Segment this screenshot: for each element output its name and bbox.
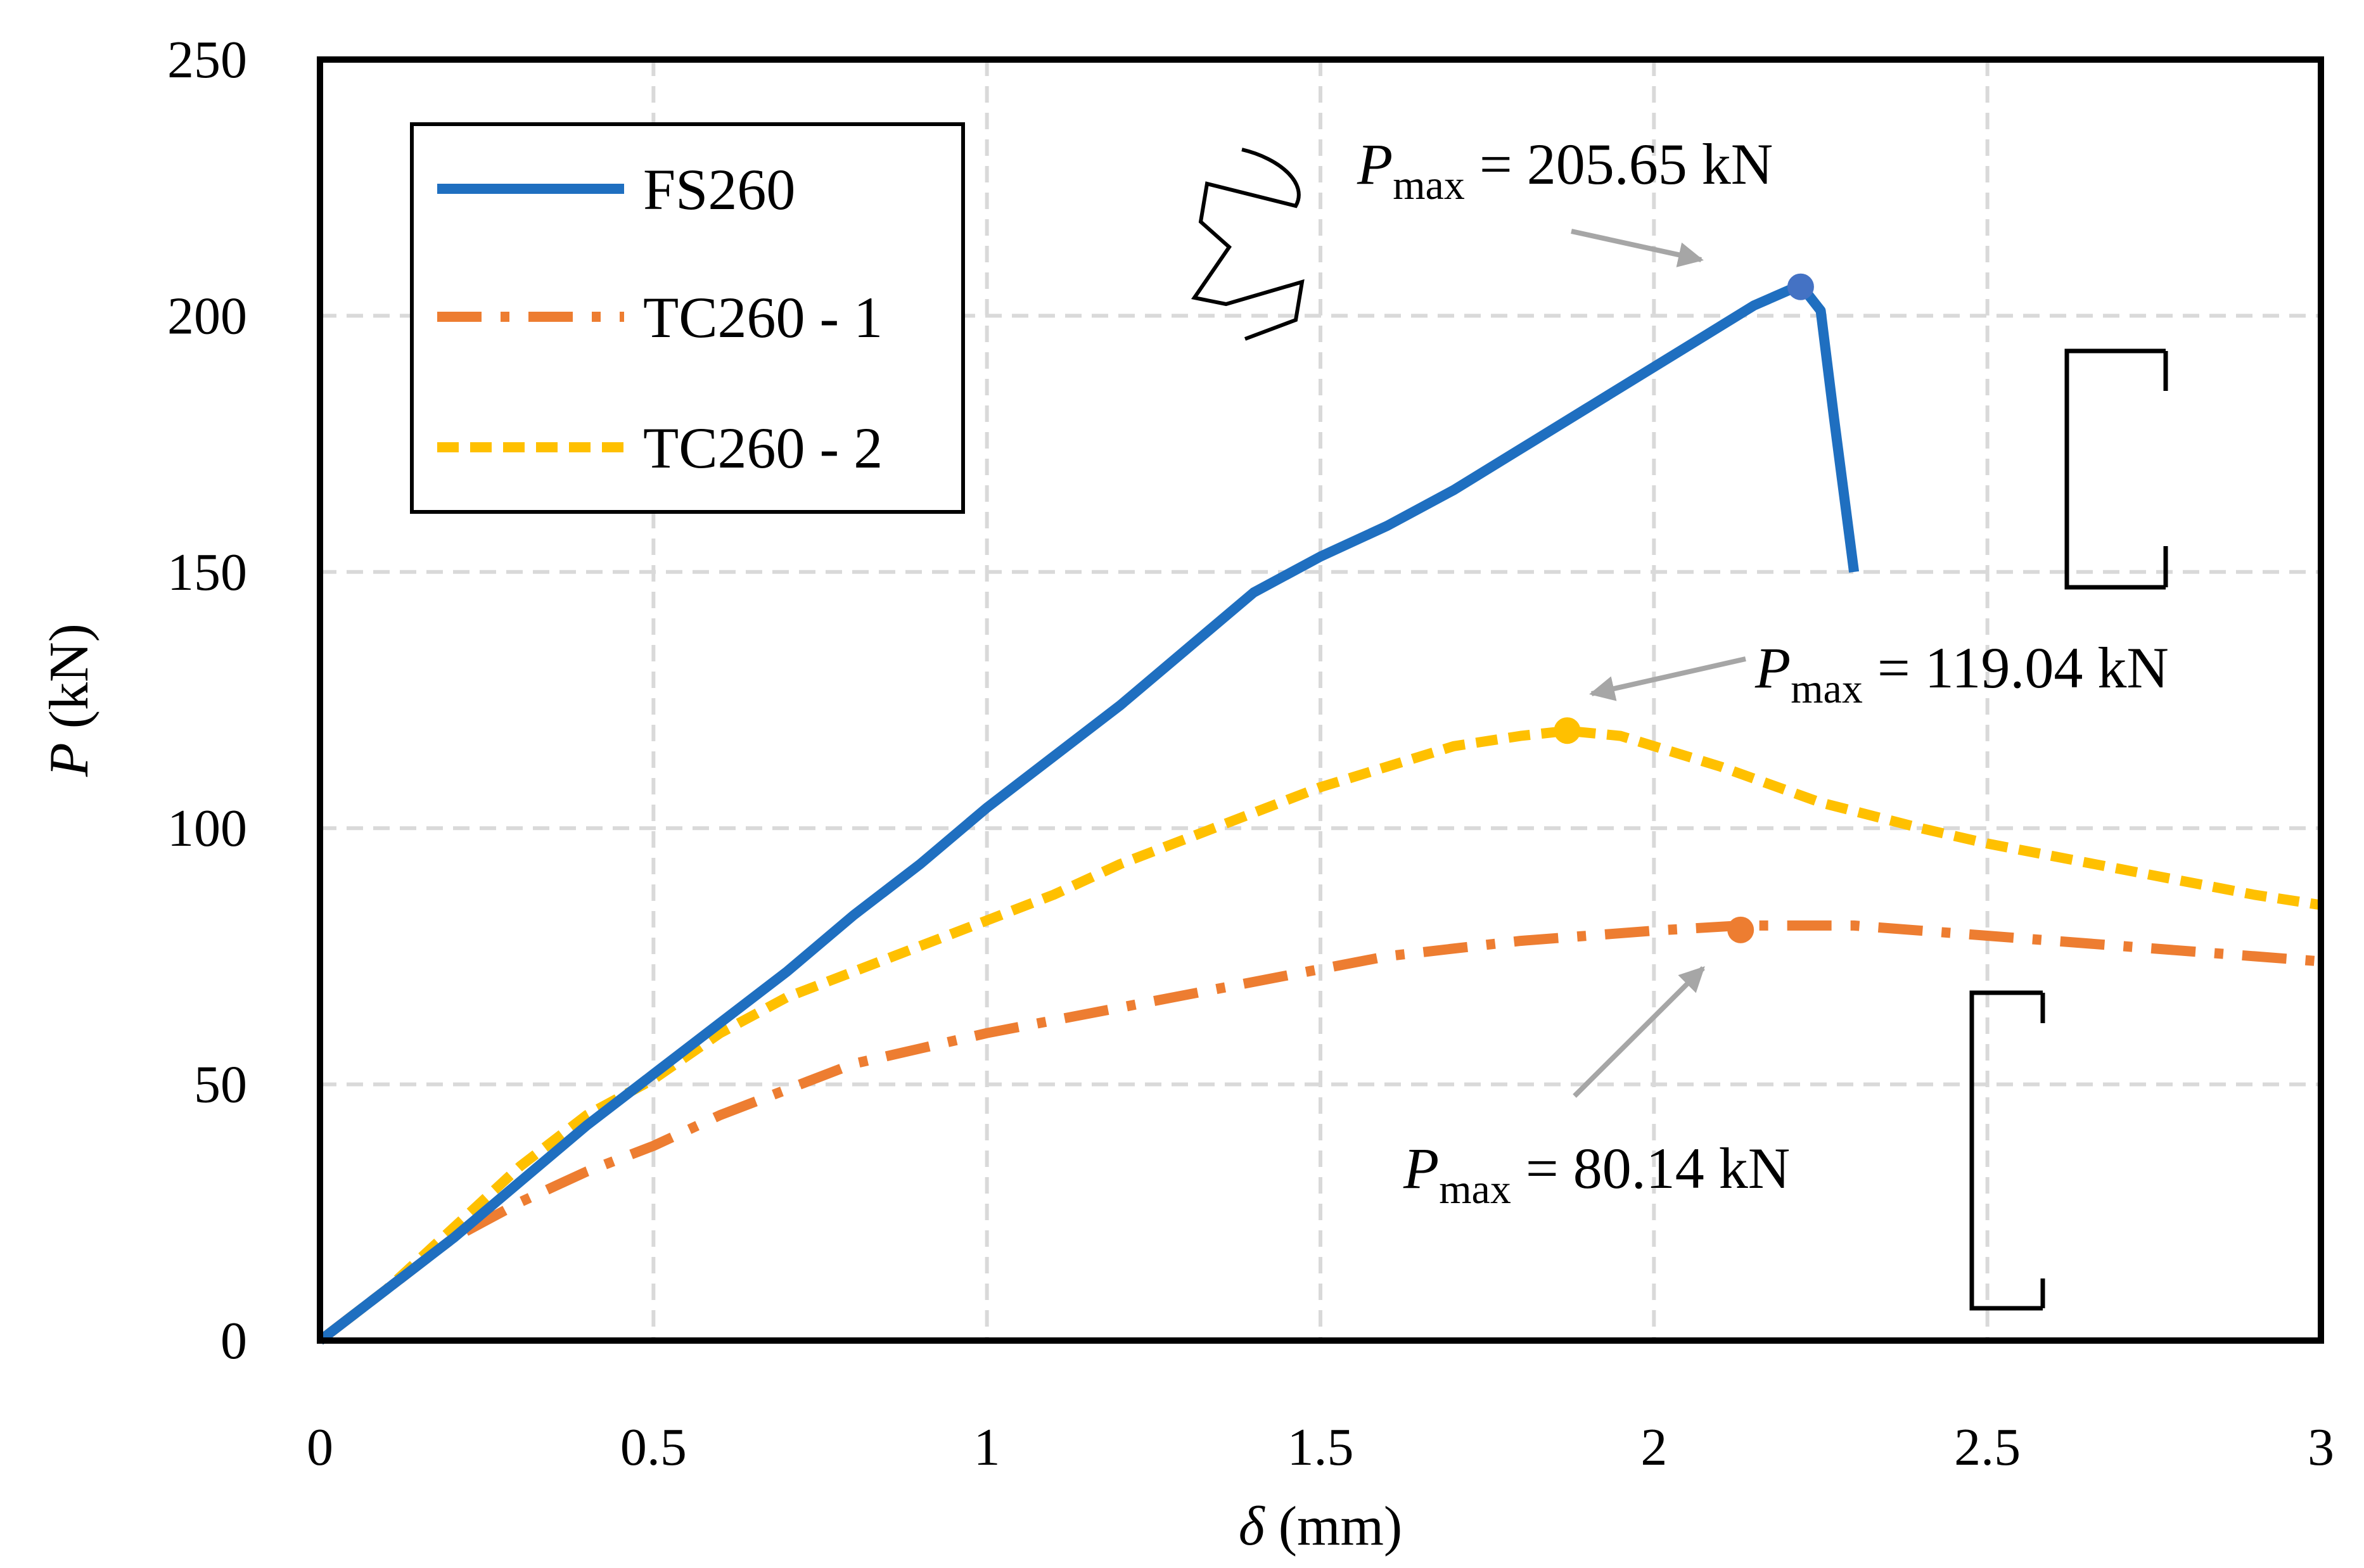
- x-tick-labels: 0 0.5 1 1.5 2 2.5 3: [307, 1418, 2334, 1477]
- x-tick-label-5: 2.5: [1954, 1418, 2021, 1477]
- annotation-fs260-value: = 205.65 kN: [1465, 132, 1773, 196]
- curved-section-sketch: [1191, 148, 1305, 341]
- legend: FS260 TC260 - 1 TC260 - 2: [410, 122, 965, 514]
- y-axis-unit: (kN): [39, 623, 100, 743]
- x-tick-label-3: 1.5: [1287, 1418, 1354, 1477]
- arrow-fs260-peak: [1571, 229, 1704, 267]
- legend-label-tc260-2: TC260 - 2: [643, 416, 883, 480]
- arrow-tc260-2-peak: [1589, 656, 1746, 701]
- x-axis-title: δ (mm): [1239, 1496, 1402, 1557]
- plot-frame: [317, 56, 2324, 1344]
- peak-markers: [1554, 273, 1814, 943]
- annotation-tc260-1-pmax: Pmax = 80.14 kN: [1403, 1136, 1790, 1213]
- grid: [320, 60, 2321, 1341]
- series-layer: [317, 279, 2322, 1345]
- peak-marker-fs260: [1787, 273, 1814, 300]
- annotation-tc260-1-symbol: P: [1403, 1136, 1439, 1201]
- annotation-tc260-1-sub: max: [1439, 1166, 1511, 1213]
- x-tick-label-2: 1: [974, 1418, 1000, 1477]
- x-tick-label-0: 0: [307, 1418, 333, 1477]
- series-line-fs260: [317, 279, 1860, 1345]
- y-tick-label-1: 50: [194, 1055, 247, 1114]
- peak-marker-tc260-2: [1554, 717, 1581, 744]
- y-tick-label-5: 250: [167, 30, 247, 89]
- annotation-tc260-2-sub: max: [1791, 666, 1863, 712]
- annotation-tc260-2-pmax: Pmax = 119.04 kN: [1754, 635, 2169, 712]
- legend-label-fs260: FS260: [643, 157, 795, 222]
- channel-section-sketch-lower: [1969, 990, 2045, 1311]
- legend-label-tc260-1: TC260 - 1: [643, 285, 883, 350]
- x-tick-label-4: 2: [1640, 1418, 1667, 1477]
- y-tick-label-3: 150: [167, 543, 247, 602]
- arrow-tc260-1-peak: [1573, 966, 1705, 1098]
- peak-marker-tc260-1: [1727, 916, 1754, 943]
- x-tick-label-1: 0.5: [620, 1418, 687, 1477]
- y-axis-title: P (kN): [39, 623, 100, 777]
- y-tick-label-0: 0: [220, 1311, 247, 1370]
- series-line-tc260-2: [317, 725, 2322, 1345]
- annotation-tc260-2-symbol: P: [1754, 635, 1791, 700]
- y-tick-label-4: 200: [167, 286, 247, 345]
- y-tick-labels: 0 50 100 150 200 250: [167, 30, 247, 1370]
- y-axis-symbol: P: [39, 743, 100, 777]
- y-tick-label-2: 100: [167, 799, 247, 858]
- channel-section-sketch-upper: [2064, 348, 2168, 590]
- series-line-tc260-1: [317, 920, 2322, 1345]
- annotation-tc260-2-value: = 119.04 kN: [1863, 635, 2169, 700]
- x-axis-symbol: δ: [1239, 1496, 1266, 1557]
- annotation-tc260-1-value: = 80.14 kN: [1511, 1136, 1790, 1201]
- x-tick-label-6: 3: [2308, 1418, 2334, 1477]
- annotation-fs260-pmax: Pmax = 205.65 kN: [1357, 132, 1773, 208]
- annotation-fs260-symbol: P: [1357, 132, 1393, 196]
- annotation-fs260-sub: max: [1393, 162, 1465, 208]
- x-axis-unit: (mm): [1265, 1496, 1403, 1557]
